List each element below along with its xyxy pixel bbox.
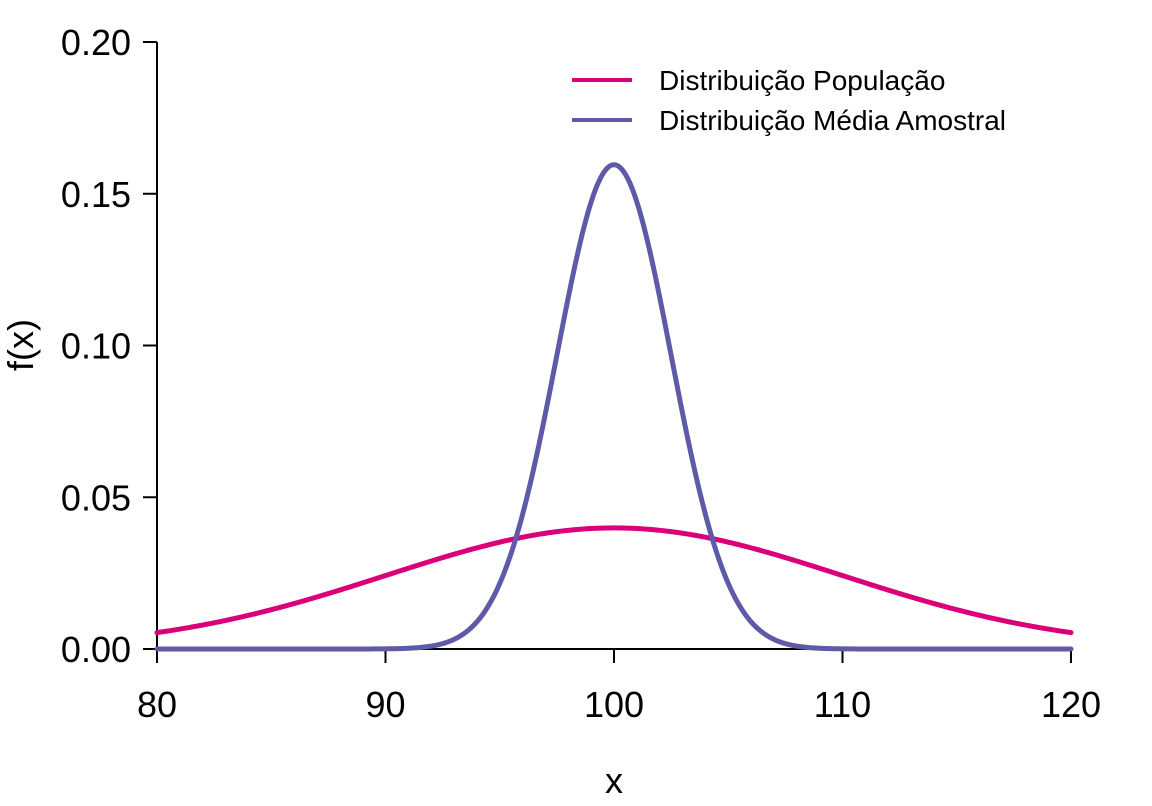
y-axis-label: f(x)	[0, 319, 41, 371]
series-line-2	[154, 162, 1074, 652]
x-axis-label: x	[605, 760, 623, 801]
series-line-1	[154, 525, 1074, 636]
y-tick-label: 0.00	[61, 629, 131, 670]
legend-label-2: Distribuição Média Amostral	[659, 105, 1006, 136]
x-tick-label: 100	[584, 684, 644, 725]
legend-label-1: Distribuição População	[659, 65, 945, 96]
x-tick-label: 110	[814, 684, 871, 725]
x-tick-label: 120	[1041, 684, 1101, 725]
x-tick-label: 80	[137, 684, 177, 725]
y-tick-label: 0.05	[61, 477, 131, 518]
legend: Distribuição População Distribuição Média…	[572, 65, 1006, 136]
series-group	[154, 162, 1074, 652]
y-tick-label: 0.20	[61, 22, 131, 63]
y-tick-label: 0.15	[61, 174, 131, 215]
y-tick-label: 0.10	[61, 326, 131, 367]
x-tick-label: 90	[365, 684, 405, 725]
